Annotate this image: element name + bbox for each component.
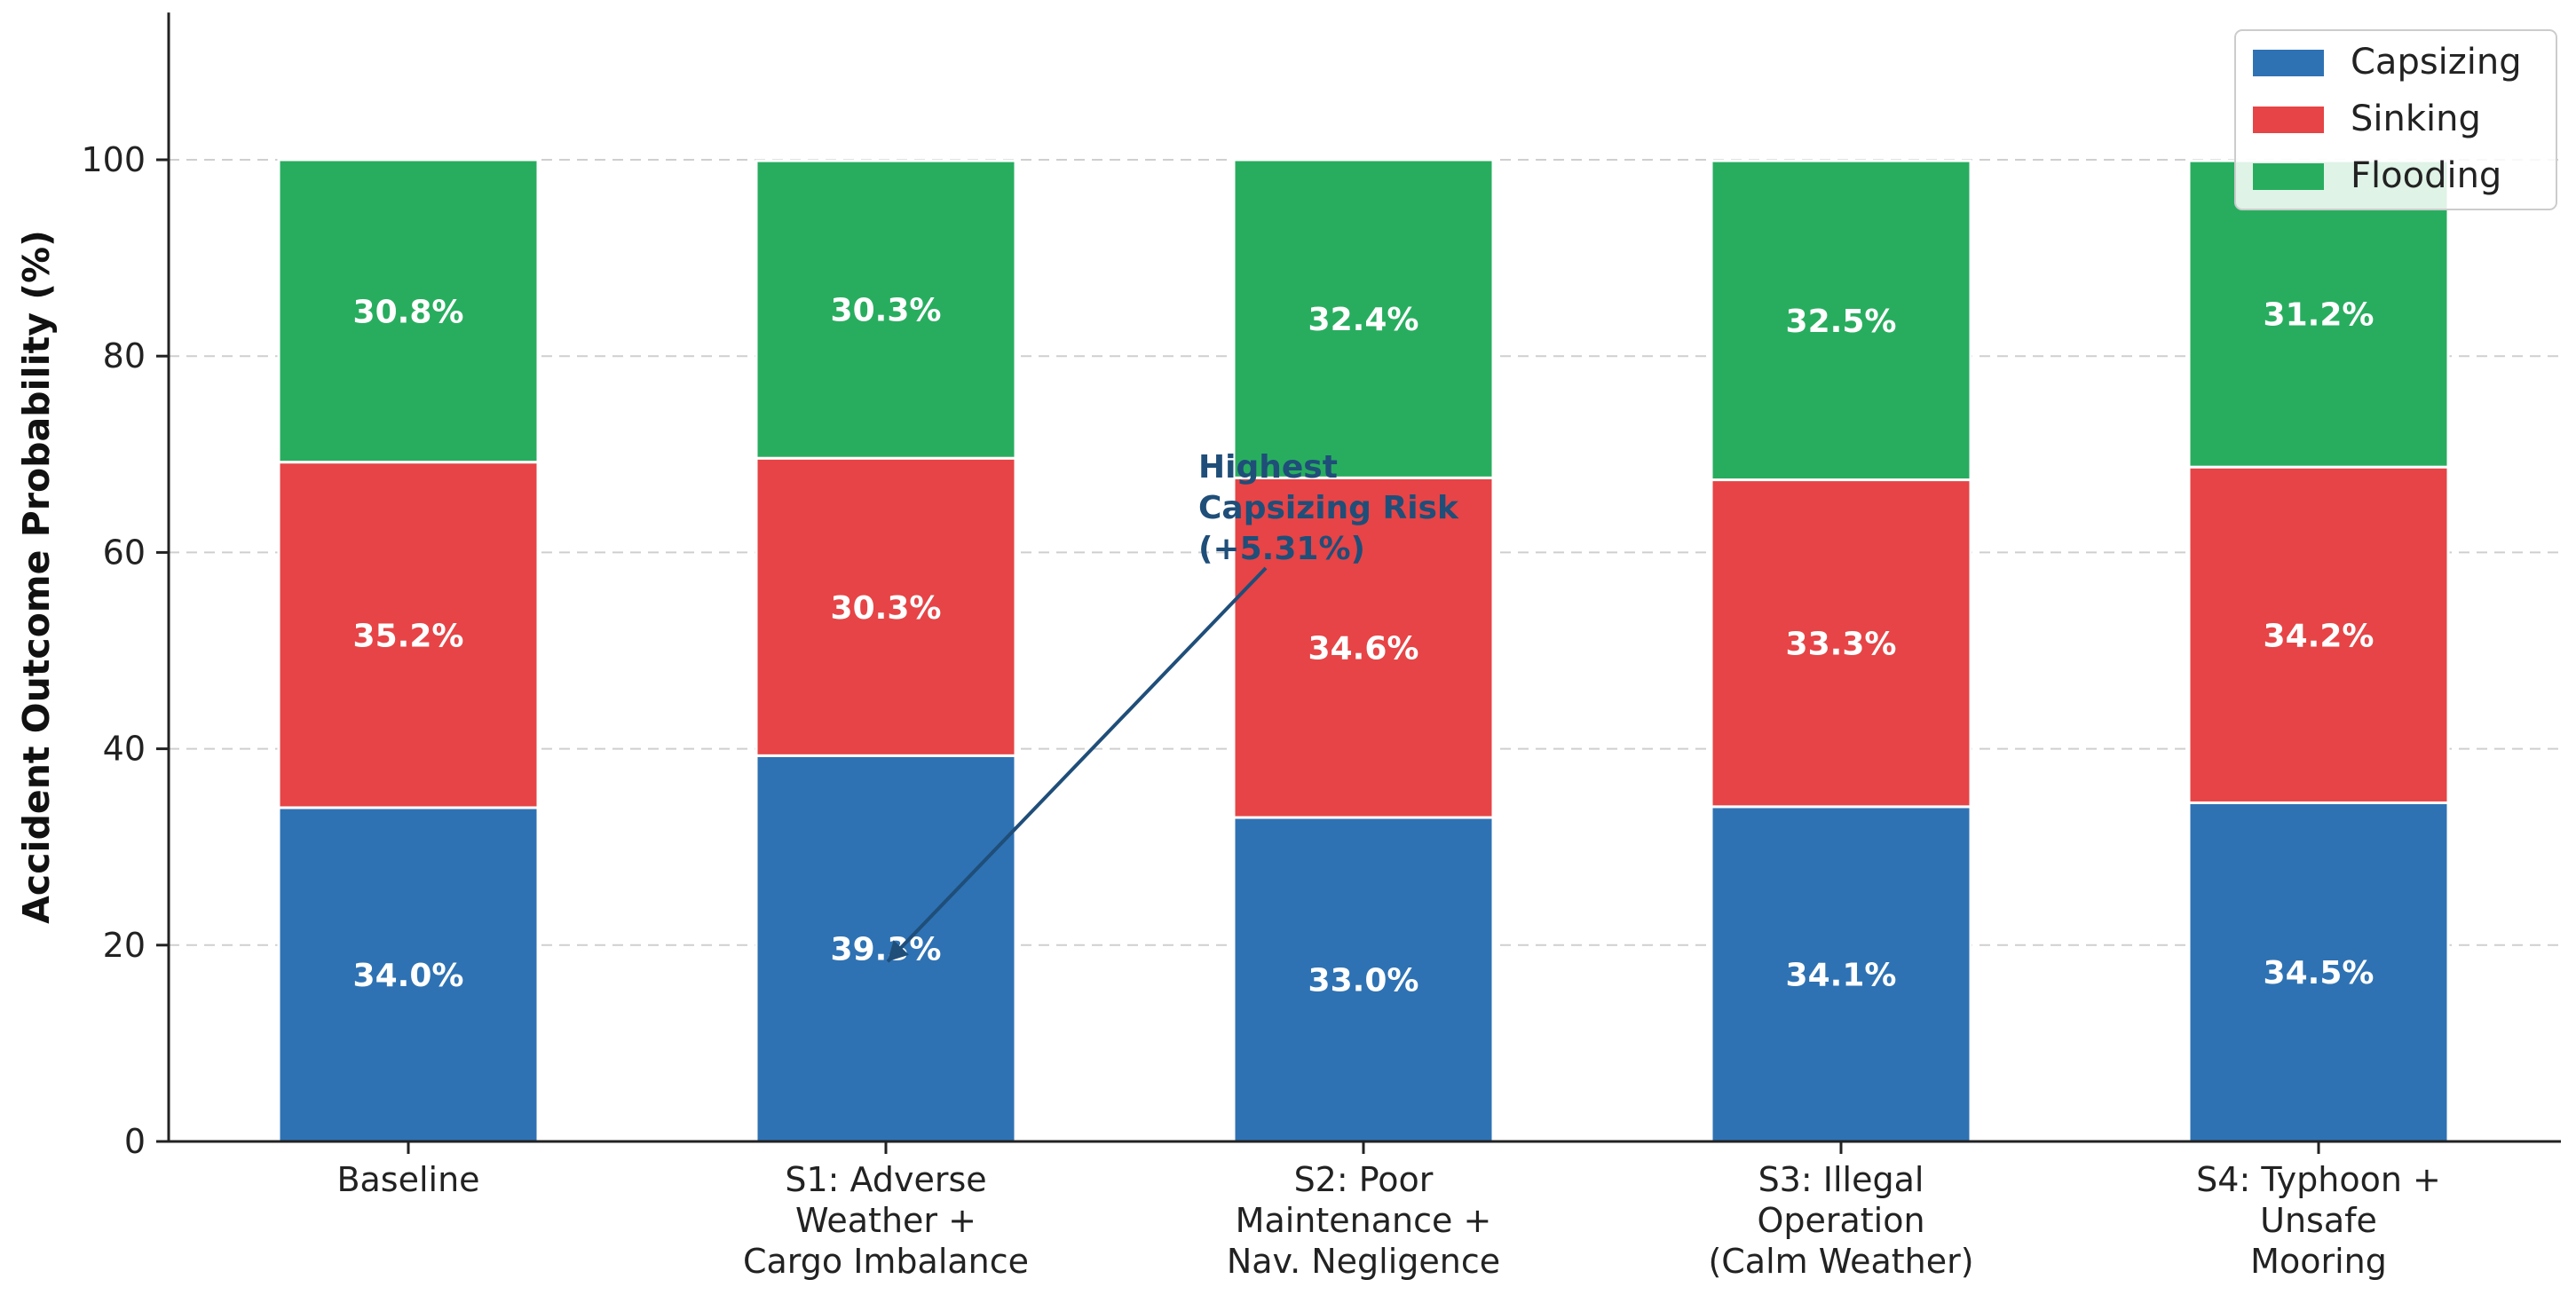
data-label: 31.2% <box>2264 297 2375 334</box>
y-tick-label: 40 <box>103 730 146 769</box>
axes: 0 20 40 60 80 100 Baseline S1: Adverse Weather +… <box>81 12 2561 1281</box>
x-tick-label-line: Maintenance + <box>1236 1201 1492 1240</box>
x-tick-label-line: (Calm Weather) <box>1708 1242 1973 1281</box>
bar-flooding <box>277 158 540 464</box>
x-tick-label: Baseline <box>336 1160 479 1199</box>
bar-flooding <box>1232 158 1495 479</box>
x-tick-label-line: S3: Illegal <box>1758 1160 1924 1199</box>
x-tick-label-line: Mooring <box>2250 1242 2387 1281</box>
data-label: 30.8% <box>353 294 464 330</box>
bar-capsizing <box>1232 816 1495 1143</box>
x-tick-label-line: S1: Adverse <box>785 1160 986 1199</box>
bars <box>277 158 2450 1143</box>
legend-swatch <box>2253 163 2324 190</box>
data-label: 34.6% <box>1308 631 1419 667</box>
data-label: 34.2% <box>2264 618 2375 654</box>
annotation-text-line: Capsizing Risk <box>1198 490 1459 526</box>
data-label: 33.3% <box>1786 627 1897 663</box>
data-label: 34.5% <box>2264 955 2375 991</box>
x-tick-label: S3: Illegal Operation (Calm Weather) <box>1708 1160 1973 1281</box>
x-tick-label-line: Operation <box>1757 1201 1924 1240</box>
x-tick-label: S2: Poor Maintenance + Nav. Negligence <box>1227 1160 1500 1281</box>
legend: Capsizing Sinking Flooding <box>2234 29 2557 210</box>
x-tick-label-line: Baseline <box>336 1160 479 1199</box>
data-label: 32.4% <box>1308 302 1419 338</box>
bar-capsizing <box>2187 801 2450 1143</box>
data-labels: 34.0% 35.2% 30.8% 39.3% 30.3% 30.3% 33.0% 34.6%… <box>353 293 2375 999</box>
x-tick-label-line: Nav. Negligence <box>1227 1242 1500 1281</box>
data-label: 34.1% <box>1786 957 1897 993</box>
data-label: 35.2% <box>353 618 464 654</box>
annotation-arrow <box>886 566 1268 963</box>
x-tick-label-line: Weather + <box>795 1201 976 1240</box>
x-tick-label-line: Cargo Imbalance <box>743 1242 1029 1281</box>
bar-capsizing <box>1710 805 1972 1143</box>
bar-capsizing <box>277 806 540 1143</box>
x-tick-label: S4: Typhoon + Unsafe Mooring <box>2196 1160 2441 1281</box>
bar-flooding <box>755 159 1017 460</box>
legend-swatch <box>2253 50 2324 76</box>
data-label: 39.3% <box>831 932 942 968</box>
data-label: 30.3% <box>831 293 942 329</box>
bar-sinking <box>1232 476 1495 819</box>
bar-sinking <box>277 461 540 809</box>
legend-label: Sinking <box>2351 99 2481 139</box>
y-tick-label: 100 <box>81 140 146 179</box>
data-label: 33.0% <box>1308 963 1419 999</box>
y-tick-label: 60 <box>103 533 146 572</box>
y-axis-label: Accident Outcome Probability (%) <box>15 230 58 924</box>
x-tick-label-line: Unsafe <box>2260 1201 2377 1240</box>
bar-flooding <box>2187 159 2450 469</box>
legend-swatch <box>2253 107 2324 133</box>
annotation-arrowhead <box>888 940 909 962</box>
annotation: Highest Capsizing Risk (+5.31%) <box>886 449 1459 963</box>
data-label: 30.3% <box>831 590 942 627</box>
bar-flooding <box>1710 159 1972 482</box>
y-tick-label: 20 <box>103 926 146 965</box>
bar-sinking <box>2187 465 2450 804</box>
data-label: 34.0% <box>353 958 464 994</box>
data-label: 32.5% <box>1786 304 1897 340</box>
annotation-text-line: Highest <box>1198 449 1338 486</box>
bar-sinking <box>1710 478 1972 809</box>
annotation-text-line: (+5.31%) <box>1198 531 1365 567</box>
x-tick-label-line: S2: Poor <box>1294 1160 1434 1199</box>
x-tick-label: S1: Adverse Weather + Cargo Imbalance <box>743 1160 1029 1281</box>
x-tick-label-line: S4: Typhoon + <box>2196 1160 2441 1199</box>
legend-label: Capsizing <box>2351 42 2522 83</box>
y-tick-label: 0 <box>124 1122 146 1161</box>
legend-label: Flooding <box>2351 155 2501 196</box>
y-tick-label: 80 <box>103 336 146 375</box>
annotation-text: Highest Capsizing Risk (+5.31%) <box>1198 449 1459 567</box>
